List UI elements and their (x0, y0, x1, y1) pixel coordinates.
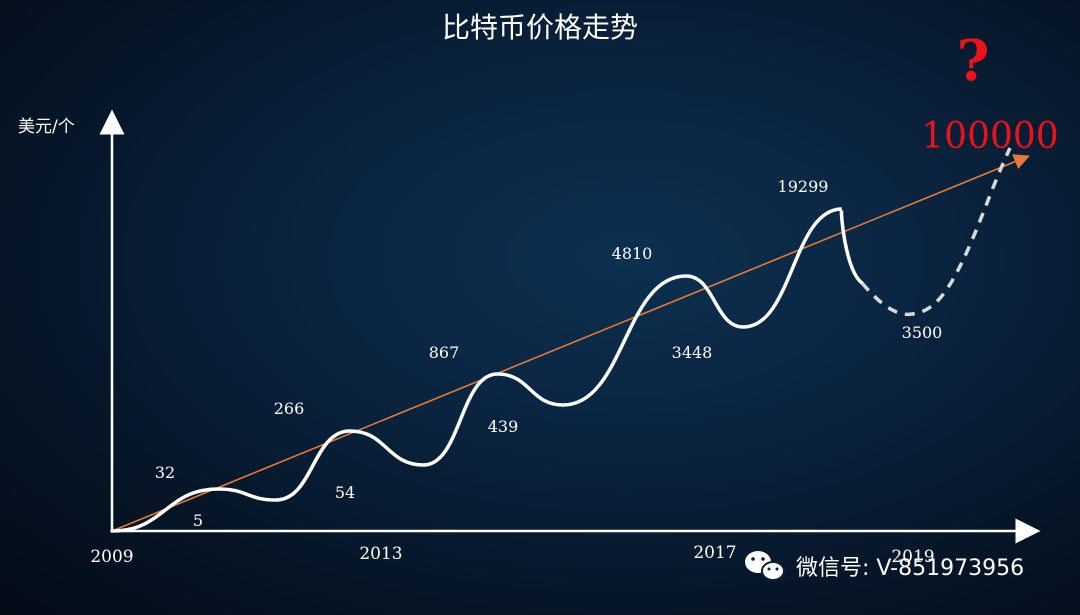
label-19299: 19299 (778, 177, 829, 196)
question-mark: ? (957, 28, 990, 94)
trend-arrow (111, 154, 1030, 532)
label-867: 867 (429, 343, 460, 362)
x-tick-2013: 2013 (359, 544, 402, 564)
label-3448: 3448 (672, 343, 713, 362)
watermark-text: 微信号: V-851973956 (796, 556, 1024, 581)
x-tick-2009: 2009 (90, 547, 133, 567)
label-439: 439 (488, 417, 519, 436)
label-5: 5 (193, 511, 203, 530)
wechat-icon (745, 551, 785, 581)
chart-title: 比特币价格走势 (442, 11, 638, 44)
price-line-solid (110, 207, 864, 533)
price-line-dashed (860, 147, 1012, 317)
label-3500: 3500 (902, 323, 943, 342)
x-tick-2019: 2019 (891, 547, 934, 567)
target-price-label: 100000 (921, 116, 1058, 157)
label-4810: 4810 (612, 244, 653, 263)
label-54: 54 (335, 483, 355, 502)
y-axis-label: 美元/个 (18, 117, 75, 137)
label-266: 266 (274, 399, 305, 418)
label-32: 32 (155, 463, 175, 482)
x-tick-2017: 2017 (693, 543, 736, 563)
